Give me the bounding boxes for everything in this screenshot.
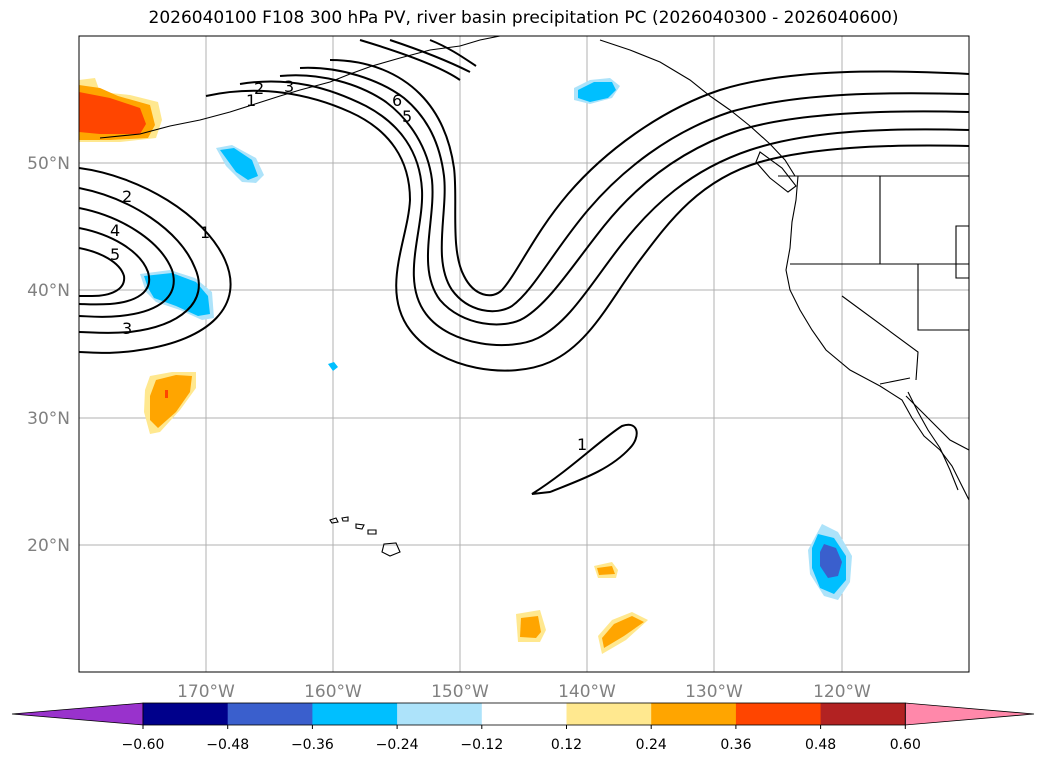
contour-label: 1 bbox=[577, 435, 587, 454]
pv-contour-subtropical bbox=[531, 423, 638, 495]
pv-contour-north-1 bbox=[359, 39, 461, 81]
precip-positive-mid bbox=[150, 375, 192, 428]
pv-contour-west-3 bbox=[79, 207, 175, 318]
border-nv bbox=[917, 264, 969, 331]
lon-label: 140°W bbox=[558, 682, 616, 702]
pv-contours bbox=[79, 39, 969, 495]
colorbar-tick-label: −0.36 bbox=[291, 737, 334, 753]
contour-label: 3 bbox=[122, 319, 132, 338]
vancouver-island bbox=[755, 151, 797, 193]
colorbar-segment bbox=[143, 703, 229, 725]
precip-negative-mid bbox=[578, 82, 616, 102]
pv-contour-trough-3 bbox=[279, 74, 969, 326]
bc-coast bbox=[599, 39, 796, 177]
contour-labels: 2 3 6 5 1 2 4 5 1 3 1 bbox=[110, 77, 587, 454]
precip-positive-strong bbox=[165, 390, 168, 398]
precip-shading bbox=[79, 78, 852, 654]
colorbar-extend-low bbox=[11, 702, 144, 726]
precip-positive-mid bbox=[597, 566, 615, 575]
pv-contour-west-5 bbox=[79, 247, 126, 297]
hawaii-islands bbox=[329, 516, 401, 557]
pv-contour-north-3 bbox=[429, 39, 477, 67]
lon-axis: 170°W 160°W 150°W 140°W 130°W 120°W bbox=[177, 682, 871, 702]
state-box bbox=[955, 225, 969, 279]
colorbar-tick-label: 0.48 bbox=[805, 737, 836, 753]
pv-contour-trough-4 bbox=[299, 66, 969, 313]
pv-contour-west-1 bbox=[79, 167, 232, 354]
baja-peninsula bbox=[907, 391, 959, 491]
contour-label: 1 bbox=[246, 91, 256, 110]
colorbar-ticks: −0.60 −0.48 −0.36 −0.24 −0.12 0.12 0.24 0.36 0.4… bbox=[122, 725, 921, 753]
contour-label: 1 bbox=[200, 223, 210, 242]
colorbar-outline bbox=[142, 702, 906, 726]
colorbar-segment bbox=[227, 703, 313, 725]
colorbar-tick-label: −0.24 bbox=[376, 737, 419, 753]
lon-label: 150°W bbox=[431, 682, 489, 702]
colorbar-segment bbox=[735, 703, 822, 725]
lon-label: 130°W bbox=[685, 682, 743, 702]
colorbar bbox=[11, 702, 1035, 726]
colorbar-tick-label: −0.12 bbox=[460, 737, 503, 753]
precip-negative-mid bbox=[220, 148, 258, 180]
colorbar-tick-label: 0.60 bbox=[890, 737, 921, 753]
pv-contour-west-4 bbox=[79, 227, 151, 306]
colorbar-tick-label: 0.24 bbox=[636, 737, 667, 753]
pv-contour-west-2 bbox=[79, 187, 200, 334]
lat-axis: 50°N 40°N 30°N 20°N bbox=[27, 154, 70, 556]
pv-contour-north-2 bbox=[389, 39, 471, 73]
lat-label: 30°N bbox=[27, 409, 70, 429]
colorbar-segment bbox=[312, 703, 398, 725]
precip-positive-mid bbox=[602, 616, 644, 648]
contour-label: 5 bbox=[110, 245, 120, 264]
precip-positive-mid bbox=[520, 616, 541, 638]
colorbar-segment bbox=[820, 703, 906, 725]
lat-label: 40°N bbox=[27, 281, 70, 301]
map-frame bbox=[78, 35, 970, 673]
colorbar-tick-label: 0.12 bbox=[551, 737, 582, 753]
colorbar-segment bbox=[481, 703, 567, 725]
precip-negative-mid bbox=[328, 362, 338, 371]
lat-label: 20°N bbox=[27, 536, 70, 556]
precip-negative-strong bbox=[820, 544, 842, 578]
contour-label: 2 bbox=[254, 79, 264, 98]
precip-positive-strong bbox=[79, 92, 146, 134]
lon-label: 160°W bbox=[304, 682, 362, 702]
contour-label: 4 bbox=[110, 221, 120, 240]
map-title: 2026040100 F108 300 hPa PV, river basin … bbox=[148, 8, 899, 28]
colorbar-tick-label: −0.60 bbox=[122, 737, 165, 753]
contour-label: 5 bbox=[402, 107, 412, 126]
colorbar-segment bbox=[651, 703, 737, 725]
contour-label: 3 bbox=[284, 77, 294, 96]
pv-contour-trough-5 bbox=[329, 59, 969, 297]
colorbar-segment bbox=[397, 703, 483, 725]
contour-label: 2 bbox=[122, 187, 132, 206]
lon-label: 170°W bbox=[177, 682, 235, 702]
pv-contour-trough-2 bbox=[239, 80, 969, 347]
gulf-coast bbox=[905, 395, 969, 451]
lat-label: 50°N bbox=[27, 154, 70, 174]
border-ca-nv bbox=[841, 295, 919, 381]
precip-negative-mid bbox=[144, 273, 210, 316]
lon-label: 120°W bbox=[813, 682, 871, 702]
colorbar-tick-label: 0.36 bbox=[720, 737, 751, 753]
border-mexico bbox=[879, 377, 911, 385]
colorbar-segment bbox=[566, 703, 652, 725]
colorbar-tick-label: −0.48 bbox=[206, 737, 249, 753]
colorbar-extend-high bbox=[904, 702, 1035, 726]
contour-label: 6 bbox=[392, 91, 402, 110]
pv-contour-trough-1 bbox=[205, 89, 969, 372]
alaska-coast bbox=[459, 36, 501, 47]
